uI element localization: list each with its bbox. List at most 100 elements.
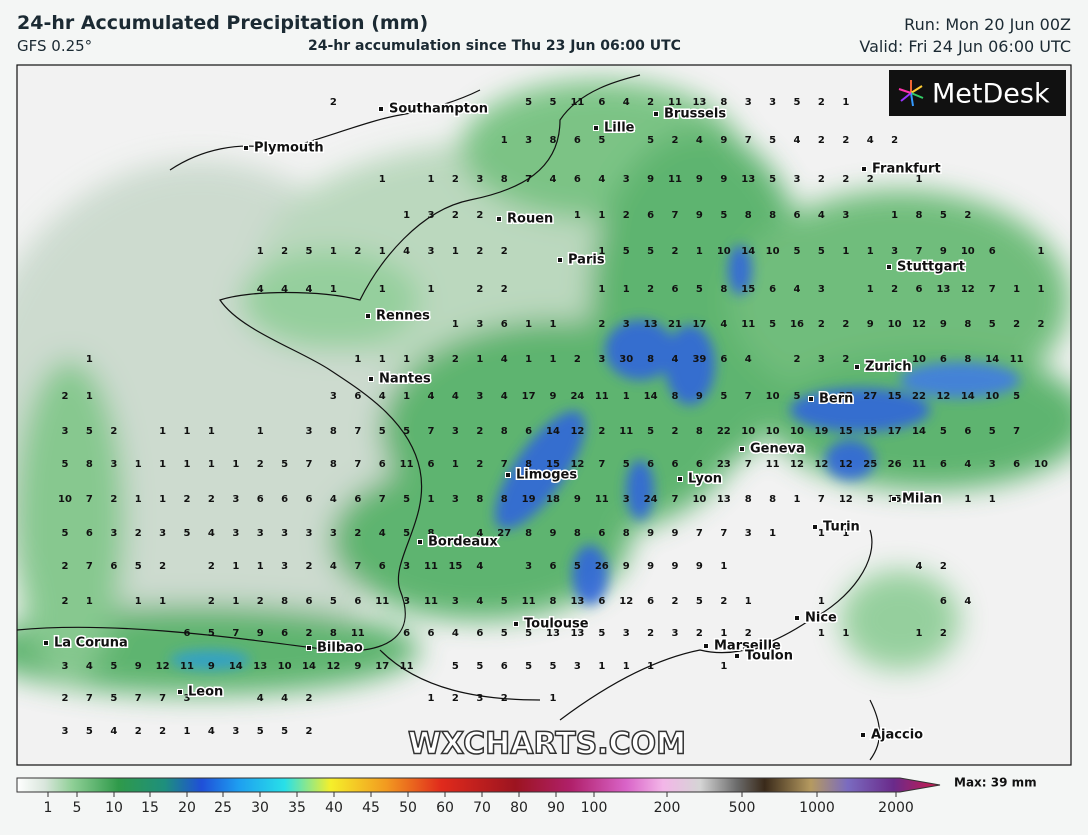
precip-value: 8 [330, 459, 337, 470]
precip-value: 15 [888, 391, 902, 402]
precip-value: 5 [184, 528, 191, 539]
city-marker [886, 264, 892, 270]
precip-value: 1 [403, 391, 410, 402]
precip-value: 2 [110, 494, 117, 505]
colorbar-label: 2000 [878, 800, 914, 816]
precip-value: 17 [888, 426, 902, 437]
precip-value: 7 [354, 561, 361, 572]
precip-value: 7 [428, 426, 435, 437]
city-marker [677, 476, 683, 482]
precip-value: 1 [598, 246, 605, 257]
precip-value: 7 [232, 628, 239, 639]
precip-value: 1 [330, 246, 337, 257]
precip-value: 9 [696, 561, 703, 572]
precip-value: 6 [306, 596, 313, 607]
precip-value: 24 [644, 494, 658, 505]
precip-value: 12 [326, 661, 340, 672]
precip-value: 10 [961, 246, 975, 257]
precip-value: 4 [501, 391, 508, 402]
precip-value: 1 [135, 596, 142, 607]
precip-value: 15 [448, 561, 462, 572]
city-label: Nantes [379, 372, 431, 387]
precip-value: 6 [379, 459, 386, 470]
precip-value: 1 [842, 246, 849, 257]
city-marker [306, 645, 312, 651]
city-label: Paris [568, 253, 605, 268]
precip-value: 5 [1013, 391, 1020, 402]
precip-value: 1 [403, 354, 410, 365]
precip-value: 9 [696, 210, 703, 221]
city-marker [177, 689, 183, 695]
precip-value: 6 [1013, 459, 1020, 470]
precip-value: 2 [476, 459, 483, 470]
precip-value: 1 [184, 459, 191, 470]
precip-value: 2 [891, 135, 898, 146]
precip-value: 5 [623, 246, 630, 257]
precip-value: 5 [525, 661, 532, 672]
precip-value: 2 [818, 174, 825, 185]
run-time: Run: Mon 20 Jun 00Z [904, 15, 1071, 34]
precip-value: 2 [501, 693, 508, 704]
precip-value: 1 [257, 246, 264, 257]
precip-value: 4 [916, 561, 923, 572]
precip-value: 11 [375, 596, 389, 607]
precip-value: 22 [912, 391, 926, 402]
precip-value: 6 [403, 628, 410, 639]
precip-value: 3 [452, 494, 459, 505]
coastline [17, 74, 881, 761]
precip-value: 2 [208, 494, 215, 505]
precip-value: 5 [62, 528, 69, 539]
precip-value: 4 [208, 726, 215, 737]
precip-value: 13 [717, 494, 731, 505]
precip-value: 2 [818, 319, 825, 330]
precip-value: 8 [916, 210, 923, 221]
precip-value: 2 [62, 596, 69, 607]
precip-value: 7 [818, 494, 825, 505]
precip-value: 4 [379, 528, 386, 539]
precip-value: 11 [424, 561, 438, 572]
precip-value: 5 [208, 628, 215, 639]
precip-value: 5 [867, 494, 874, 505]
precip-value: 13 [741, 174, 755, 185]
precip-value: 4 [208, 528, 215, 539]
precip-value: 7 [354, 459, 361, 470]
precip-value: 8 [720, 97, 727, 108]
precip-value: 2 [476, 246, 483, 257]
model: GFS 0.25° [17, 37, 93, 55]
precip-value: 9 [354, 661, 361, 672]
city-label: Milan [902, 492, 942, 507]
precip-value: 8 [647, 354, 654, 365]
precip-value: 9 [720, 174, 727, 185]
precip-value: 3 [452, 596, 459, 607]
precip-value: 13 [570, 628, 584, 639]
precip-value: 9 [647, 561, 654, 572]
precip-value: 7 [672, 210, 679, 221]
precip-value: 11 [522, 596, 536, 607]
precip-value: 1 [842, 628, 849, 639]
precip-value: 2 [598, 319, 605, 330]
precip-value: 4 [281, 693, 288, 704]
precip-value: 9 [550, 528, 557, 539]
precip-value: 9 [208, 661, 215, 672]
precip-value: 12 [839, 459, 853, 470]
precip-value: 2 [696, 628, 703, 639]
precip-value: 2 [842, 174, 849, 185]
city-marker [505, 472, 511, 478]
precip-value: 5 [794, 391, 801, 402]
precip-value: 2 [452, 174, 459, 185]
precip-value: 12 [961, 284, 975, 295]
precip-value: 27 [839, 391, 853, 402]
precip-value: 7 [989, 284, 996, 295]
precip-value: 1 [525, 319, 532, 330]
precip-value: 7 [354, 426, 361, 437]
precip-value: 8 [769, 494, 776, 505]
precip-value: 6 [720, 354, 727, 365]
precip-value: 1 [428, 284, 435, 295]
precip-value: 3 [525, 561, 532, 572]
precip-value: 4 [623, 97, 630, 108]
precip-value: 9 [940, 246, 947, 257]
max-label: Max: 39 mm [954, 776, 1037, 790]
city-marker [513, 621, 519, 627]
precip-value: 1 [1038, 284, 1045, 295]
